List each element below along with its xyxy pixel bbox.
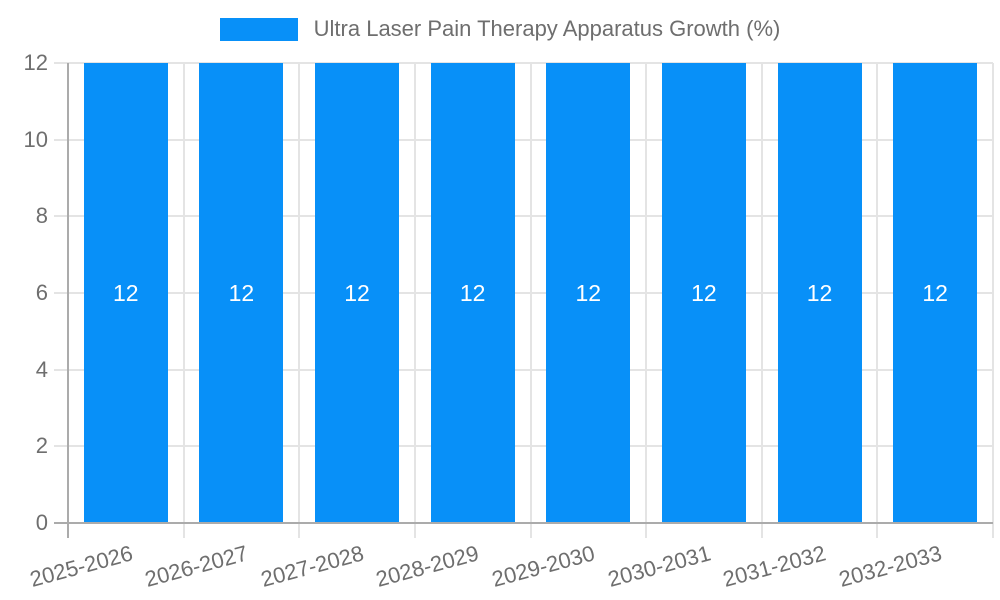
bar-2029-2030[interactable] [546,63,631,523]
gridline-vertical [182,63,185,523]
y-axis-tick-label: 10 [23,126,48,152]
bar-value-label: 12 [806,280,833,306]
bar-2027-2028[interactable] [315,63,400,523]
x-axis-tick [298,523,301,538]
x-axis-tick [182,523,185,538]
legend-label: Ultra Laser Pain Therapy Apparatus Growt… [313,16,781,41]
y-axis-tick-label: 2 [35,433,48,459]
x-axis-tick [645,523,648,538]
x-axis-tick-label: 2028-2029 [373,540,482,592]
bar-value-label: 12 [228,280,255,306]
x-axis-tick-label: 2025-2026 [26,540,135,592]
y-axis-line [67,63,69,538]
gridline-vertical [992,63,994,523]
legend-swatch [219,17,298,41]
x-axis-tick [760,523,763,538]
gridline-vertical [298,63,301,523]
y-axis-tick [54,292,68,294]
gridline-vertical [529,63,532,523]
x-axis-tick-label: 2031-2032 [720,540,829,592]
y-axis-tick [54,445,68,448]
x-axis-tick [529,523,532,538]
bar-value-label: 12 [575,280,602,306]
gridline-vertical [876,63,879,523]
x-axis-tick-label: 2029-2030 [489,540,598,592]
x-axis-tick [992,523,994,538]
legend-item[interactable]: Ultra Laser Pain Therapy Apparatus Growt… [0,16,1000,42]
bar-value-label: 12 [113,280,139,306]
x-axis-tick [413,523,416,538]
y-axis-tick [54,62,68,64]
bar-value-label: 12 [459,280,486,306]
bar-2030-2031[interactable] [661,63,746,523]
y-axis-tick [54,138,68,141]
y-axis-tick-label: 12 [23,50,48,75]
bar-value-label: 12 [344,280,370,306]
y-axis-tick-label: 4 [35,356,48,382]
y-axis-tick-label: 6 [35,280,48,305]
bar-2025-2026[interactable] [83,63,168,523]
bar-2031-2032[interactable] [777,63,862,523]
y-axis-tick [54,368,68,371]
gridline-vertical [413,63,416,523]
bar-2032-2033[interactable] [893,63,978,523]
x-axis-tick [876,523,879,538]
bar-value-label: 12 [922,280,948,306]
x-axis-tick-label: 2030-2031 [604,540,714,592]
x-axis-line [54,522,993,524]
y-axis-tick-label: 8 [35,203,48,229]
gridline-vertical [760,63,763,523]
bar-2026-2027[interactable] [199,63,284,523]
x-axis-tick-label: 2026-2027 [142,540,251,592]
bar-2028-2029[interactable] [430,63,515,523]
x-axis-tick-label: 2032-2033 [836,540,945,592]
gridline-vertical [645,63,648,523]
y-axis-tick-label: 0 [35,510,48,535]
bar-value-label: 12 [691,280,717,306]
x-axis-tick-label: 2027-2028 [258,540,367,592]
y-axis-tick [54,215,68,218]
